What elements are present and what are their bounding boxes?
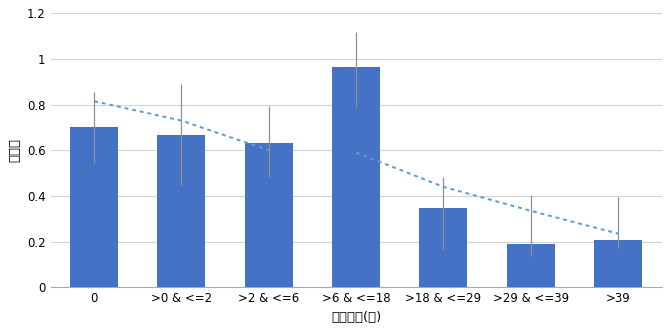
- Bar: [419, 208, 468, 287]
- Bar: [332, 67, 380, 287]
- Bar: [507, 244, 555, 287]
- Bar: [70, 127, 118, 287]
- Bar: [594, 240, 642, 287]
- Y-axis label: 効果量: 効果量: [8, 138, 21, 162]
- Bar: [245, 143, 293, 287]
- Bar: [157, 135, 206, 287]
- X-axis label: 発症年齢(歳): 発症年齢(歳): [331, 311, 381, 324]
